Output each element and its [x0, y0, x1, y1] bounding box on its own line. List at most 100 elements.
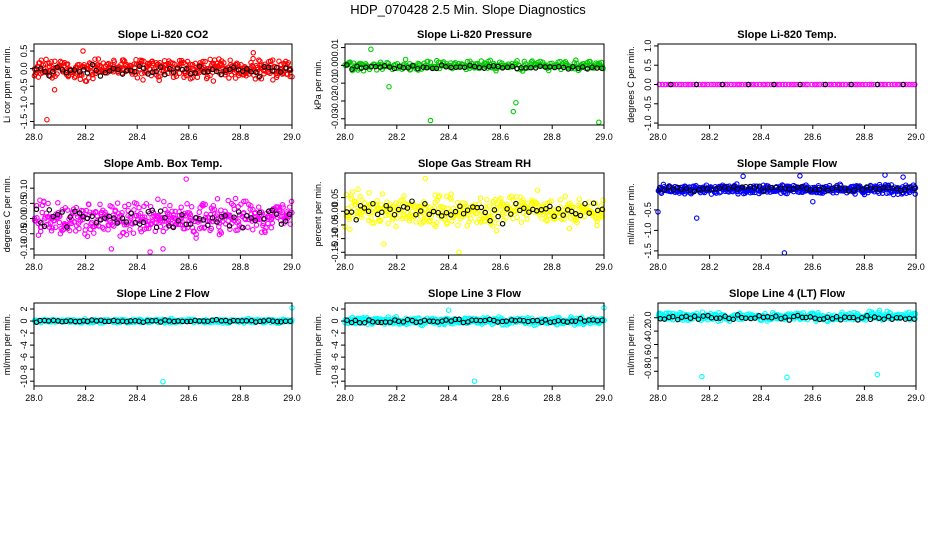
- data-point: [912, 311, 919, 317]
- y-tick-label: -0.5: [643, 202, 653, 218]
- data-point: [226, 223, 233, 229]
- data-point: [119, 71, 126, 77]
- plot-frame: [33, 172, 293, 256]
- x-tick-label: 28.0: [336, 132, 354, 142]
- data-point: [111, 223, 117, 229]
- data-point: [282, 218, 289, 224]
- data-point: [765, 81, 771, 88]
- data-point: [443, 64, 449, 70]
- data-point: [140, 219, 147, 226]
- data-point: [84, 70, 91, 76]
- data-point: [248, 215, 254, 221]
- data-point: [202, 201, 208, 208]
- data-point: [278, 69, 284, 75]
- outlier-point: [693, 215, 700, 221]
- y-tick-label: 2: [330, 307, 340, 312]
- data-point: [90, 75, 96, 82]
- data-point: [117, 233, 123, 239]
- data-point: [55, 200, 61, 206]
- panel-title: Slope Li-820 Pressure: [417, 29, 532, 41]
- data-point: [842, 81, 849, 88]
- data-point: [160, 228, 167, 235]
- data-point: [577, 315, 584, 322]
- data-point: [166, 318, 172, 324]
- x-tick-label: 28.4: [440, 132, 458, 142]
- series-all: [655, 172, 919, 256]
- data-point: [489, 223, 496, 229]
- outlier-point: [160, 379, 166, 385]
- outlier-point: [250, 50, 257, 56]
- series-all: [31, 48, 295, 123]
- data-point: [773, 313, 779, 319]
- data-point: [790, 186, 797, 192]
- scatter-points: [342, 46, 606, 126]
- y-tick-label: 0.01: [330, 39, 340, 57]
- y-tick-label: -0.10: [330, 228, 340, 249]
- outlier-point: [874, 371, 881, 378]
- data-point: [768, 81, 775, 88]
- panel-7: Slope Line 2 Flow ml/min per min. 28.0 28.2…: [2, 288, 301, 403]
- scatter-points: [31, 48, 295, 123]
- data-point: [820, 81, 826, 88]
- data-point: [679, 81, 685, 88]
- figure-title: HDP_070428 2.5 Min. Slope Diagnostics: [350, 2, 586, 17]
- plot-frame: [344, 172, 605, 256]
- data-point: [464, 207, 471, 213]
- series-selected: [344, 315, 605, 326]
- data-point: [526, 209, 532, 215]
- data-point: [353, 199, 359, 205]
- data-point: [202, 58, 208, 65]
- data-point: [80, 213, 86, 220]
- data-point: [402, 56, 409, 63]
- data-point: [179, 212, 185, 218]
- data-point: [405, 65, 411, 71]
- data-point: [39, 209, 45, 216]
- data-point: [492, 196, 499, 203]
- data-point: [696, 81, 703, 88]
- data-point: [265, 220, 271, 227]
- series-all: [342, 175, 606, 256]
- data-point: [119, 215, 126, 222]
- data-point: [868, 81, 875, 88]
- data-point: [548, 198, 554, 204]
- data-point: [153, 68, 159, 75]
- data-point: [365, 208, 372, 215]
- data-point: [560, 64, 567, 71]
- x-tick-label: 28.6: [492, 262, 510, 272]
- data-point: [286, 204, 293, 210]
- outlier-point: [784, 374, 790, 381]
- data-point: [523, 65, 529, 71]
- data-point: [756, 81, 763, 88]
- data-point: [831, 81, 837, 88]
- y-axis: -0.8-0.6-0.4-0.20.0: [643, 311, 658, 379]
- data-point: [857, 81, 863, 88]
- data-point: [136, 205, 142, 211]
- data-point: [717, 315, 723, 321]
- data-point: [577, 212, 584, 219]
- data-point: [517, 207, 523, 214]
- data-point: [568, 208, 575, 215]
- data-point: [852, 81, 858, 88]
- data-point: [71, 67, 78, 73]
- data-point: [503, 214, 509, 221]
- data-point: [691, 313, 698, 320]
- data-point: [670, 187, 677, 193]
- y-tick-label: -0.10: [19, 239, 29, 260]
- outlier-point: [44, 116, 50, 123]
- data-point: [693, 81, 700, 88]
- data-point: [422, 201, 428, 207]
- data-point: [487, 218, 493, 224]
- data-point: [555, 317, 562, 324]
- data-point: [42, 61, 49, 68]
- data-point: [349, 66, 355, 72]
- data-point: [482, 209, 488, 216]
- data-point: [72, 208, 78, 215]
- data-point: [59, 67, 66, 73]
- data-point: [430, 208, 437, 215]
- data-point: [347, 226, 353, 233]
- data-point: [64, 207, 71, 213]
- x-tick-label: 28.2: [77, 132, 95, 142]
- data-point: [76, 225, 82, 232]
- data-point: [54, 211, 61, 218]
- data-point: [504, 206, 510, 212]
